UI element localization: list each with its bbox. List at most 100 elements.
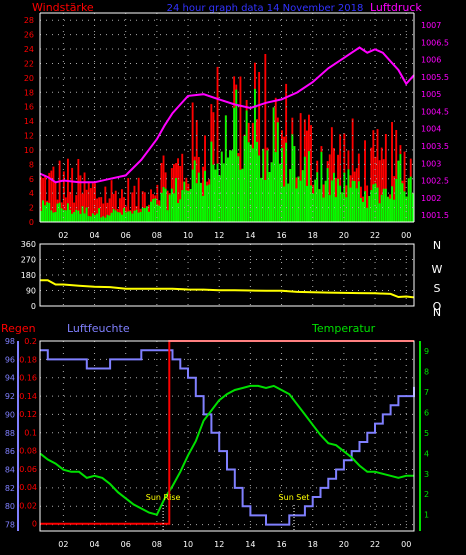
- wind-avg-bar: [216, 163, 219, 222]
- temperature-tick-label: 9: [424, 347, 429, 356]
- pressure-tick-label: 1007: [421, 21, 441, 30]
- humidity-tick-label: 98: [5, 337, 15, 346]
- wind-tick-label: 14: [24, 117, 34, 126]
- wind-avg-bar: [206, 185, 209, 222]
- rain-tick-label: 0.06: [19, 465, 37, 474]
- humidity-line: [40, 349, 415, 526]
- wind-avg-bar: [102, 216, 105, 222]
- sunrise-label: Sun Rise: [146, 493, 181, 502]
- humidity-tick-label: 90: [5, 410, 15, 419]
- wind-avg-bar: [262, 148, 265, 222]
- wind-avg-bar: [110, 212, 113, 222]
- wind-avg-bar: [239, 169, 242, 222]
- humidity-frame: [39, 340, 415, 532]
- wind-avg-bar: [384, 188, 387, 222]
- wind-avg-bar: [285, 142, 288, 222]
- wind-gust-bar: [366, 185, 369, 222]
- wind-avg-bar: [324, 180, 327, 222]
- wind-avg-bar: [160, 192, 163, 222]
- wind-avg-bar: [89, 216, 92, 222]
- wind-avg-bar: [185, 190, 188, 222]
- wind-avg-bar: [326, 168, 329, 222]
- sunset-label: Sun Set: [279, 493, 310, 502]
- humidity-tick-label: 84: [5, 466, 15, 475]
- wind-gust-bar: [166, 190, 169, 222]
- wind-avg-bar: [212, 164, 215, 222]
- wind-avg-bar: [114, 210, 117, 222]
- wind-gust-bar: [283, 136, 285, 222]
- wind-gust-bar: [121, 189, 123, 222]
- wind-avg-bar: [322, 197, 325, 222]
- wind-gust-bar: [181, 153, 184, 222]
- wind-avg-bar: [137, 212, 140, 222]
- temperature-line: [39, 384, 414, 516]
- x-tick-label: 12: [214, 540, 224, 549]
- x-tick-label: 04: [89, 231, 99, 240]
- wind-avg-bar: [316, 172, 319, 222]
- wind-avg-bar: [278, 163, 281, 222]
- wind-gust-bar: [403, 151, 406, 222]
- wind-gust-bar: [141, 191, 144, 222]
- wind-avg-bar: [193, 160, 196, 222]
- wind-avg-bar: [116, 212, 119, 222]
- rain-tick-label: 0.02: [19, 501, 37, 510]
- wind-avg-bar: [320, 151, 323, 222]
- wind-avg-bar: [231, 150, 234, 222]
- wind-tick-label: 28: [24, 16, 34, 25]
- wind-avg-bar: [241, 168, 244, 222]
- wind-gust-bar: [239, 76, 242, 222]
- direction-tick-label: 0: [31, 302, 36, 311]
- wind-avg-bar: [181, 190, 184, 222]
- wind-avg-bar: [224, 115, 227, 222]
- rain-title: Regen: [1, 322, 36, 335]
- wind-gust-bar: [108, 198, 111, 222]
- pressure-tick-label: 1003: [421, 159, 441, 168]
- temperature-tick-label: 7: [424, 388, 429, 397]
- wind-avg-bar: [251, 148, 254, 222]
- wind-avg-bar: [291, 134, 294, 222]
- x-tick-label: 22: [370, 231, 380, 240]
- wind-avg-bar: [156, 204, 159, 222]
- x-tick-label: 04: [89, 540, 99, 549]
- wind-avg-bar: [245, 110, 248, 222]
- wind-avg-bar: [328, 195, 331, 222]
- wind-avg-bar: [127, 211, 130, 222]
- wind-gust-bar: [106, 202, 109, 222]
- pressure-tick-label: 1005: [421, 90, 441, 99]
- pressure-tick-label: 1004.5: [421, 107, 449, 116]
- wind-avg-bar: [106, 214, 109, 222]
- wind-avg-bar: [395, 179, 398, 222]
- x-tick-label: 22: [370, 540, 380, 549]
- wind-avg-bar: [44, 205, 47, 222]
- chart-title: 24 hour graph data 14 November 2018: [167, 3, 364, 14]
- wind-avg-bar: [301, 170, 304, 222]
- wind-avg-bar: [135, 209, 138, 222]
- wind-tick-label: 0: [29, 218, 34, 227]
- wind-gust-bar: [173, 164, 175, 222]
- wind-avg-bar: [40, 210, 42, 222]
- wind-tick-label: 24: [24, 45, 34, 54]
- wind-avg-bar: [382, 188, 385, 222]
- wind-avg-bar: [270, 162, 273, 222]
- wind-avg-bar: [204, 170, 206, 222]
- wind-gust-bar: [69, 191, 71, 222]
- wind-avg-bar: [112, 209, 115, 222]
- wind-avg-bar: [366, 207, 369, 222]
- x-tick-label: 02: [58, 231, 68, 240]
- wind-avg-bar: [220, 151, 223, 222]
- wind-avg-bar: [48, 203, 51, 222]
- wind-avg-bar: [401, 183, 404, 222]
- wind-avg-bar: [341, 192, 344, 222]
- wind-gust-bar: [339, 134, 342, 222]
- wind-avg-bar: [146, 206, 148, 222]
- wind-avg-bar: [333, 172, 335, 222]
- wind-avg-bar: [283, 186, 285, 222]
- wind-gust-bar: [52, 166, 55, 222]
- pressure-line: [39, 46, 415, 184]
- pressure-tick-label: 1006: [421, 56, 441, 65]
- wind-avg-bar: [50, 210, 53, 222]
- wind-tick-label: 4: [29, 189, 34, 198]
- wind-gust-bar: [42, 178, 44, 222]
- wind-gust-bar: [94, 183, 96, 222]
